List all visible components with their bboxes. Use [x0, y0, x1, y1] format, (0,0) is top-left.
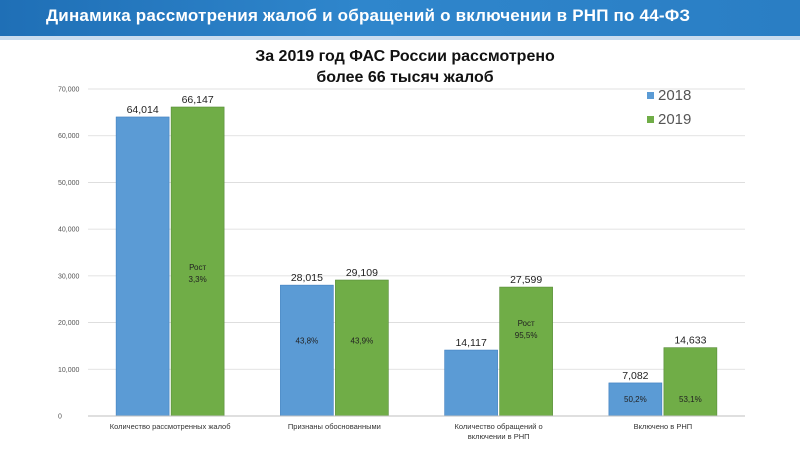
bar-2019-2	[335, 279, 389, 417]
category-label: Количество рассмотренных жалоб	[110, 422, 231, 431]
category-label: Признаны обоснованными	[288, 422, 381, 431]
bar-2018-3	[444, 349, 498, 417]
bar-2019-1	[170, 106, 225, 417]
y-tick-label: 10,000	[58, 367, 80, 374]
header-divider	[0, 36, 800, 40]
legend-label-2018: 2018	[658, 87, 691, 104]
bar-inner-label: 53,1%	[679, 395, 702, 404]
data-label: 14,633	[674, 335, 706, 347]
category-label: Количество обращений о	[455, 422, 543, 431]
data-label: 27,599	[510, 274, 542, 286]
y-tick-label: 50,000	[58, 180, 80, 187]
bar-2019-3	[499, 286, 553, 417]
bar-2018-1	[115, 116, 170, 417]
bar-inner-label: 43,9%	[351, 337, 374, 346]
data-label: 28,015	[291, 272, 323, 284]
y-tick-label: 60,000	[58, 133, 80, 140]
bar-inner-label: Рост	[189, 263, 206, 272]
y-tick-label: 30,000	[58, 273, 80, 280]
chart-title-line-1: За 2019 год ФАС России рассмотрено	[255, 48, 555, 65]
data-label: 7,082	[622, 370, 648, 382]
header-bar: Динамика рассмотрения жалоб и обращений …	[0, 0, 800, 36]
legend-swatch-2018	[647, 92, 654, 99]
bar-inner-label: 50,2%	[624, 395, 647, 404]
legend-label-2019: 2019	[658, 111, 691, 128]
bar-2018-2	[280, 284, 334, 417]
bar-inner-label: Рост	[518, 319, 535, 328]
y-tick-label: 40,000	[58, 227, 80, 234]
bar-2019-4	[663, 347, 718, 417]
y-tick-label: 0	[58, 414, 62, 421]
category-label: включении в РНП	[468, 432, 530, 441]
chart-title: За 2019 год ФАС России рассмотрено более…	[170, 46, 640, 88]
data-label: 64,014	[127, 104, 159, 116]
data-label: 14,117	[455, 337, 486, 349]
chart-title-line-2: более 66 тысяч жалоб	[316, 69, 494, 86]
y-tick-label: 70,000	[58, 87, 80, 94]
page-title: Динамика рассмотрения жалоб и обращений …	[46, 6, 691, 25]
bar-2018-4	[608, 382, 663, 417]
y-tick-label: 20,000	[58, 320, 80, 327]
legend-swatch-2019	[647, 116, 654, 123]
bar-inner-label: 43,8%	[296, 337, 319, 346]
category-label: Включено в РНП	[634, 422, 693, 431]
data-label: 66,147	[182, 94, 214, 106]
bar-inner-label: 3,3%	[189, 275, 207, 284]
bar-inner-label: 95,5%	[515, 331, 538, 340]
data-label: 29,109	[346, 267, 378, 279]
